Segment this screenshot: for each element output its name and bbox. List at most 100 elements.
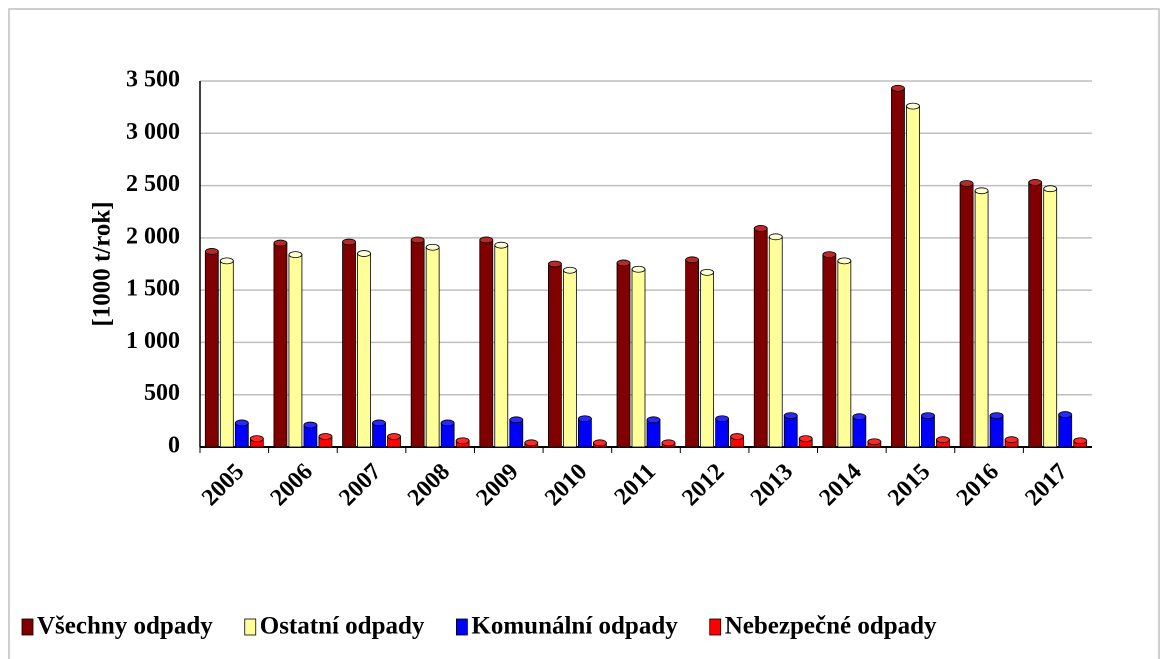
- x-tick-label: 2016: [952, 459, 1004, 511]
- x-tick-label: 2017: [1020, 459, 1072, 511]
- bar: [646, 419, 661, 448]
- bar: [440, 422, 455, 448]
- bar-top: [455, 437, 470, 445]
- x-tick-label: 2008: [403, 459, 455, 511]
- bar-top: [753, 225, 768, 232]
- bar: [357, 253, 371, 448]
- bar: [921, 415, 935, 448]
- bar-top: [921, 412, 935, 420]
- bar-top: [1073, 437, 1088, 445]
- bar: [631, 268, 646, 448]
- bar: [372, 422, 386, 448]
- bar: [273, 242, 288, 448]
- legend-label: Všechny odpady: [37, 613, 213, 640]
- bar-top: [318, 433, 333, 440]
- bar-top: [700, 268, 715, 276]
- bar: [685, 259, 700, 448]
- bar-top: [867, 438, 882, 446]
- bar-top: [822, 251, 837, 258]
- x-tick-label: 2012: [677, 459, 729, 511]
- bar: [616, 262, 631, 448]
- y-tick-label: 0: [168, 433, 180, 459]
- x-tick-label: 2006: [266, 459, 318, 511]
- bar-top: [837, 257, 852, 265]
- y-tick-label: 3 000: [126, 119, 180, 145]
- bar: [1043, 188, 1058, 448]
- bar-top: [891, 84, 905, 92]
- bar-top: [479, 236, 494, 244]
- legend-label: Komunální odpady: [471, 613, 678, 640]
- bar-top: [646, 416, 661, 424]
- bar: [219, 260, 234, 448]
- bar: [494, 244, 509, 448]
- y-tick-label: 3 500: [126, 67, 180, 93]
- y-tick-label: 2 000: [126, 223, 180, 249]
- bar-top: [494, 241, 509, 249]
- frame: [8, 8, 1160, 659]
- bar-top: [562, 266, 577, 274]
- bar: [989, 415, 1004, 448]
- bar-top: [357, 250, 371, 257]
- bar-top: [342, 238, 356, 246]
- y-tick-label: 500: [144, 380, 180, 406]
- bar: [204, 251, 219, 448]
- bar-top: [1004, 436, 1019, 444]
- bar-top: [234, 419, 249, 427]
- bar-top: [288, 251, 303, 258]
- bar-top: [989, 412, 1004, 420]
- bar-top: [631, 265, 646, 273]
- bar: [906, 105, 920, 448]
- y-tick-label: 1 500: [126, 276, 180, 302]
- bar-top: [715, 415, 730, 423]
- bar-top: [1058, 411, 1073, 418]
- bar: [577, 418, 592, 448]
- bar-top: [547, 260, 562, 268]
- bar: [837, 260, 852, 448]
- bar-top: [798, 435, 813, 443]
- bar: [891, 87, 905, 448]
- bar: [509, 419, 524, 448]
- bar-top: [410, 236, 425, 244]
- bar-top: [592, 439, 607, 447]
- y-axis-label: [1000 t/rok]: [89, 201, 116, 326]
- bar-top: [661, 439, 676, 447]
- x-tick-label: 2009: [471, 459, 523, 511]
- bar-top: [577, 415, 592, 423]
- y-tick-label: 1 000: [126, 328, 180, 354]
- y-tick-label: 2 500: [126, 171, 180, 197]
- bar-top: [372, 419, 386, 427]
- bar: [715, 418, 730, 448]
- x-tick-label: 2015: [883, 459, 935, 511]
- bar-top: [783, 412, 798, 420]
- bar: [783, 415, 798, 448]
- bar-top: [936, 436, 950, 444]
- bar: [753, 228, 768, 448]
- bar-top: [852, 413, 867, 421]
- x-tick-label: 2011: [610, 459, 661, 510]
- legend-swatch: [244, 618, 257, 636]
- bar-top: [906, 102, 920, 110]
- bar-top: [616, 259, 631, 267]
- bar: [1028, 182, 1043, 448]
- legend-swatch: [455, 618, 468, 636]
- bar: [562, 269, 577, 448]
- bar: [974, 190, 989, 448]
- bar-top: [1028, 179, 1043, 186]
- bar-top: [273, 239, 288, 247]
- bar-top: [509, 416, 524, 424]
- bar: [768, 236, 783, 448]
- bar-top: [219, 257, 234, 265]
- x-tick-label: 2013: [746, 459, 798, 511]
- bar-top: [440, 419, 455, 427]
- bar-top: [730, 433, 745, 440]
- bar-top: [425, 243, 440, 251]
- bar-top: [974, 187, 989, 195]
- x-tick-label: 2005: [197, 459, 249, 511]
- bar: [479, 239, 494, 448]
- x-tick-label: 2014: [815, 459, 867, 511]
- bar: [700, 271, 715, 448]
- bar: [342, 241, 356, 448]
- bar: [822, 254, 837, 448]
- bar-top: [204, 248, 219, 255]
